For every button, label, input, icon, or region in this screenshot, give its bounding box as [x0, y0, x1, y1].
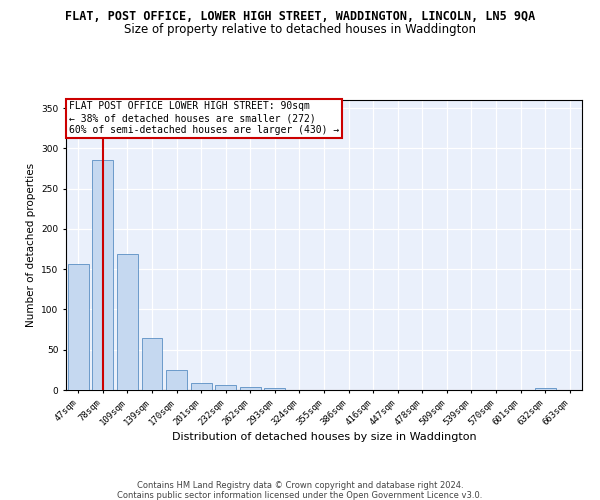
Text: Contains public sector information licensed under the Open Government Licence v3: Contains public sector information licen…	[118, 491, 482, 500]
Bar	[117, 254, 138, 390]
X-axis label: Distribution of detached houses by size in Waddington: Distribution of detached houses by size …	[172, 432, 476, 442]
Y-axis label: Number of detached properties: Number of detached properties	[26, 163, 35, 327]
Bar	[68, 264, 89, 390]
Text: FLAT POST OFFICE LOWER HIGH STREET: 90sqm
← 38% of detached houses are smaller (: FLAT POST OFFICE LOWER HIGH STREET: 90sq…	[68, 102, 339, 134]
Bar	[142, 338, 163, 390]
Bar	[166, 370, 187, 390]
Text: FLAT, POST OFFICE, LOWER HIGH STREET, WADDINGTON, LINCOLN, LN5 9QA: FLAT, POST OFFICE, LOWER HIGH STREET, WA…	[65, 10, 535, 23]
Bar	[240, 387, 261, 390]
Text: Size of property relative to detached houses in Waddington: Size of property relative to detached ho…	[124, 22, 476, 36]
Bar	[265, 388, 286, 390]
Text: Contains HM Land Registry data © Crown copyright and database right 2024.: Contains HM Land Registry data © Crown c…	[137, 481, 463, 490]
Bar	[215, 385, 236, 390]
Bar	[191, 383, 212, 390]
Bar	[92, 160, 113, 390]
Bar	[535, 388, 556, 390]
